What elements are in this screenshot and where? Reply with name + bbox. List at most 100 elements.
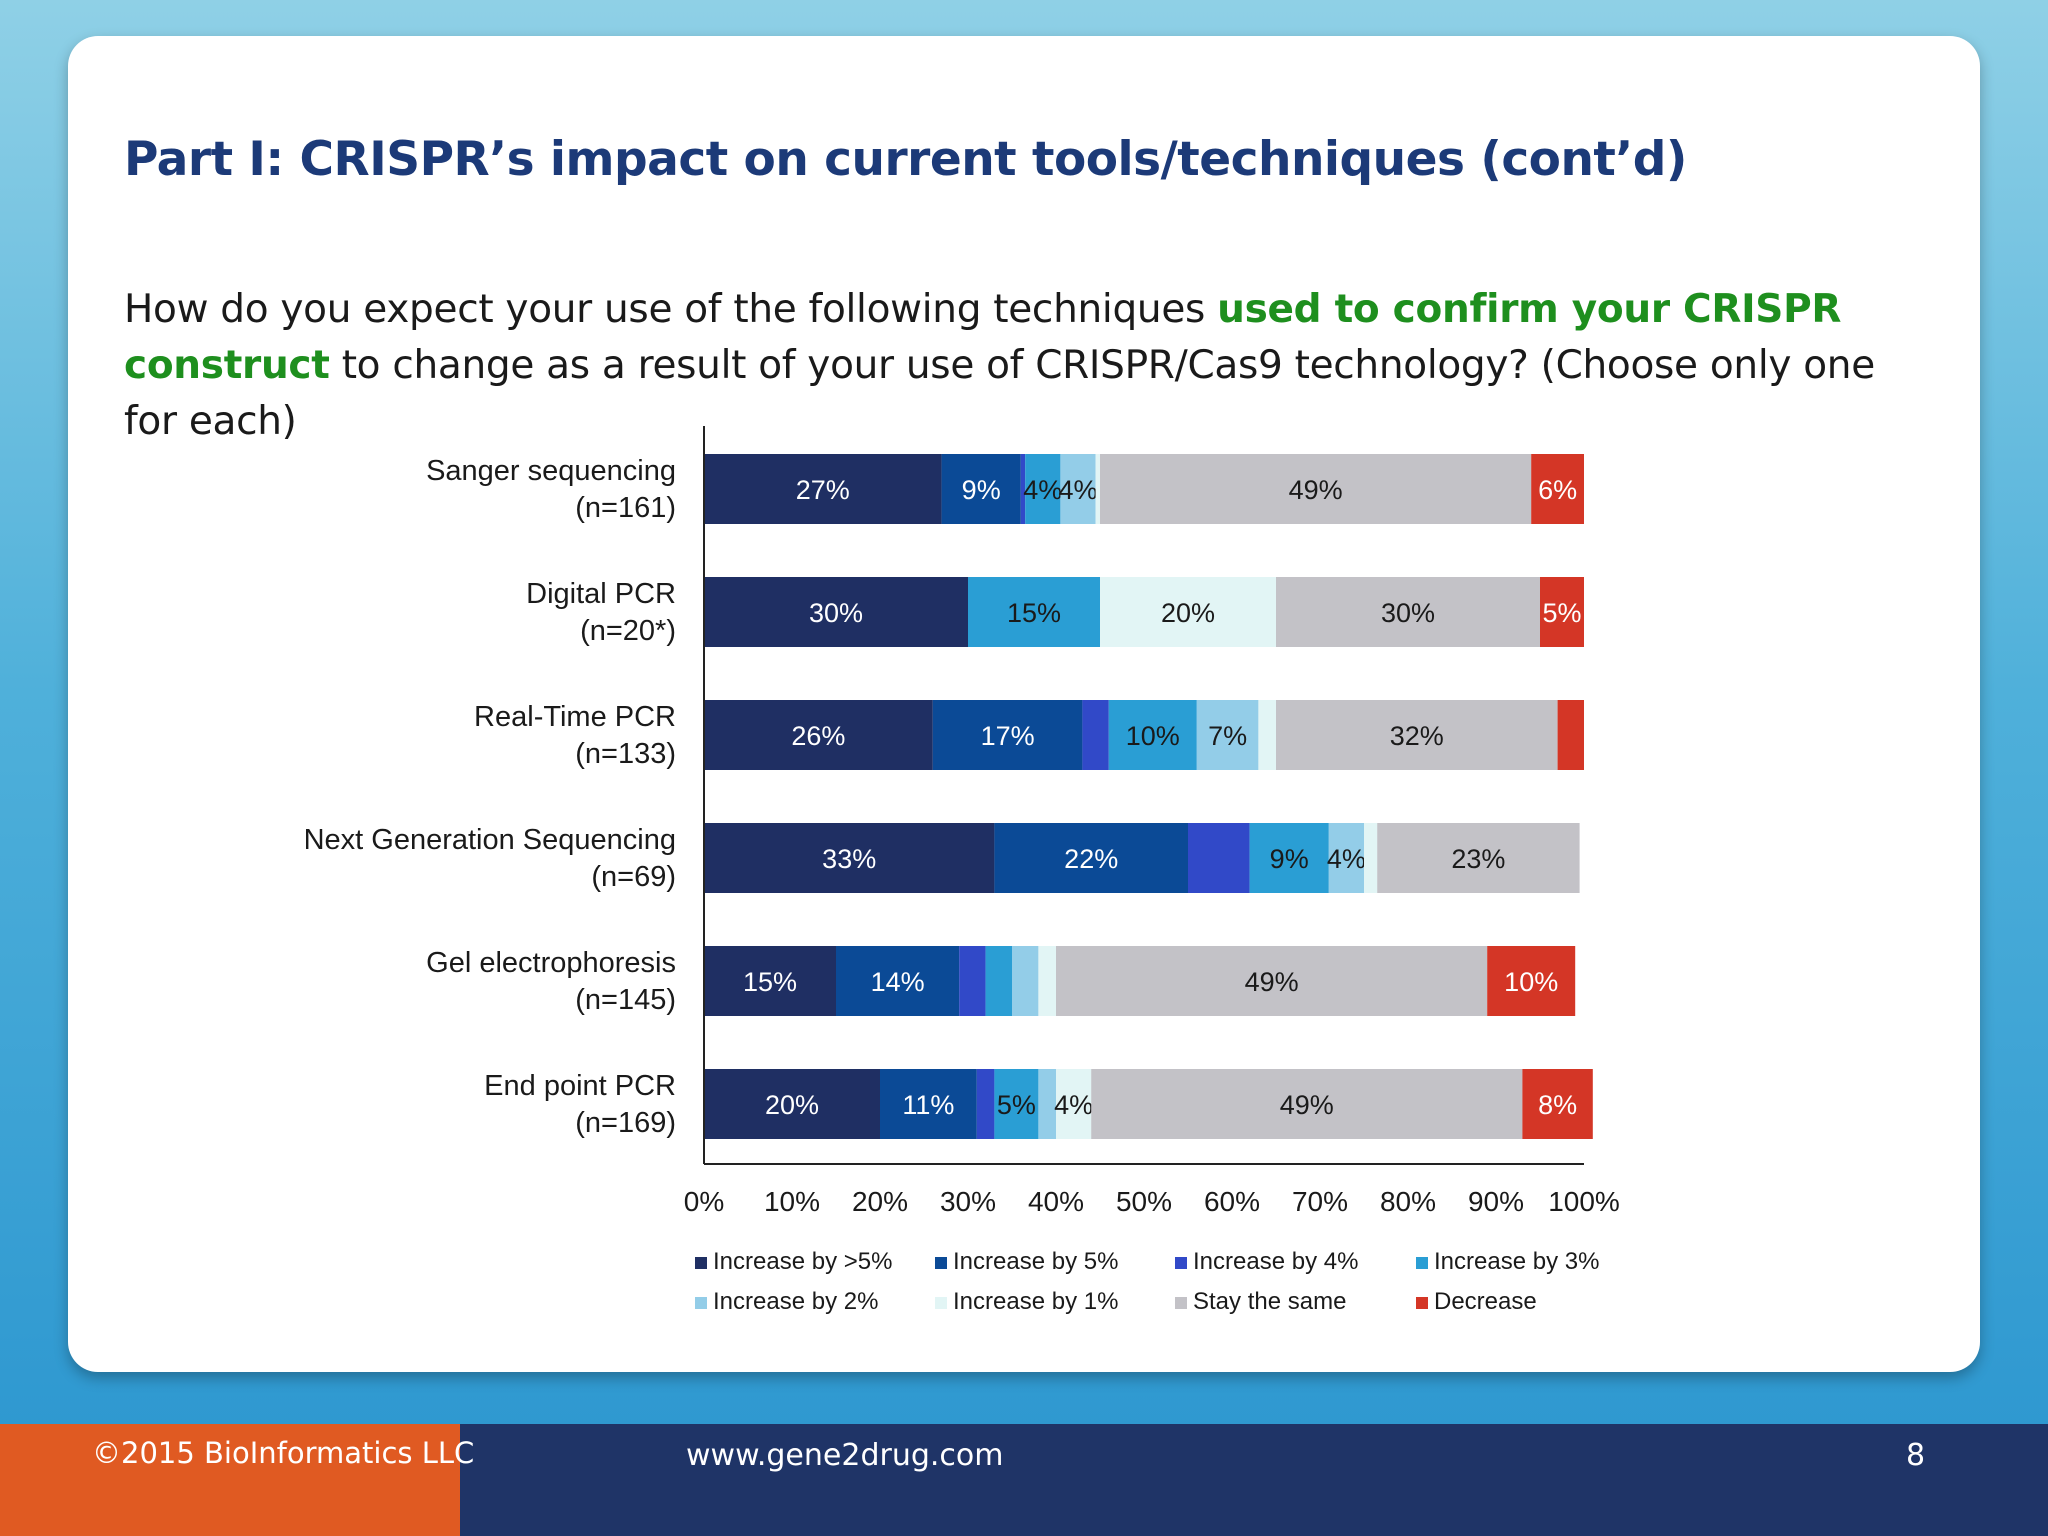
data-label-5-1: 15% — [743, 967, 797, 997]
data-label-4-7: 23% — [1451, 844, 1505, 874]
data-label-3-1: 26% — [791, 721, 845, 751]
data-label-1-4: 4% — [1023, 475, 1062, 505]
bar-segment-5-3 — [959, 946, 986, 1016]
question-text-start: How do you expect your use of the follow… — [124, 287, 1218, 332]
bar-segment-3-1 — [704, 700, 933, 770]
data-label-1-7: 49% — [1289, 475, 1343, 505]
x-tick-label-2: 10% — [764, 1186, 820, 1217]
data-label-6-1: 20% — [765, 1090, 819, 1120]
legend-swatch-2 — [935, 1257, 947, 1269]
bar-segment-3-4 — [1108, 700, 1197, 770]
bar-segment-2-6 — [1100, 577, 1276, 647]
data-label-4-4: 9% — [1270, 844, 1309, 874]
bar-segment-1-8 — [1531, 454, 1584, 524]
legend-label-2: Increase by 5% — [953, 1248, 1118, 1275]
bar-segment-4-3 — [1188, 823, 1250, 893]
category-label-3: Real-Time PCR — [474, 701, 676, 733]
data-label-3-4: 10% — [1126, 721, 1180, 751]
data-label-6-7: 49% — [1280, 1090, 1334, 1120]
category-sample-size-1: (n=161) — [575, 492, 676, 524]
bar-segment-6-2 — [880, 1069, 977, 1139]
data-label-1-8: 6% — [1538, 475, 1577, 505]
bar-segment-6-8 — [1522, 1069, 1593, 1139]
x-tick-label-1: 0% — [684, 1186, 724, 1217]
legend-label-8: Decrease — [1434, 1288, 1537, 1315]
x-tick-label-5: 40% — [1028, 1186, 1084, 1217]
bar-segment-2-4 — [968, 577, 1100, 647]
page-number: 8 — [1906, 1438, 1926, 1473]
x-tick-label-7: 60% — [1204, 1186, 1260, 1217]
data-label-2-4: 15% — [1007, 598, 1061, 628]
category-sample-size-6: (n=169) — [575, 1107, 676, 1139]
bar-segment-5-7 — [1056, 946, 1488, 1016]
footer-website-link[interactable]: www.gene2drug.com — [686, 1438, 1004, 1473]
bar-segment-2-8 — [1540, 577, 1584, 647]
bar-segment-1-5 — [1060, 454, 1096, 524]
bar-segment-1-6 — [1095, 454, 1100, 524]
bar-segment-3-2 — [932, 700, 1083, 770]
category-sample-size-4: (n=69) — [591, 861, 676, 893]
legend-swatch-5 — [695, 1297, 707, 1309]
bar-segment-5-5 — [1012, 946, 1039, 1016]
bar-segment-4-5 — [1328, 823, 1364, 893]
x-tick-label-10: 90% — [1468, 1186, 1524, 1217]
footer-left-band — [0, 1424, 460, 1536]
legend-label-6: Increase by 1% — [953, 1288, 1118, 1315]
data-label-6-2: 11% — [902, 1090, 954, 1120]
bar-segment-3-8 — [1557, 700, 1584, 770]
category-sample-size-5: (n=145) — [575, 984, 676, 1016]
bar-segment-6-3 — [976, 1069, 995, 1139]
legend-label-7: Stay the same — [1193, 1288, 1346, 1315]
category-sample-size-3: (n=133) — [575, 738, 676, 770]
stacked-bar-chart: 27% 9% 4%4% 49% 6%Sanger sequencing(n=161)30… — [304, 426, 1620, 1315]
data-label-6-6: 4% — [1054, 1090, 1093, 1120]
bar-segment-5-2 — [836, 946, 960, 1016]
data-label-6-8: 8% — [1538, 1090, 1577, 1120]
data-label-3-7: 32% — [1390, 721, 1444, 751]
question-highlight: used to confirm your CRISPR construct — [124, 287, 1842, 388]
legend-swatch-8 — [1416, 1297, 1428, 1309]
x-tick-label-6: 50% — [1116, 1186, 1172, 1217]
legend-swatch-6 — [935, 1297, 947, 1309]
question-text-end: to change as a result of your use of CRI… — [124, 343, 1875, 444]
category-sample-size-2: (n=20*) — [580, 615, 676, 647]
legend-label-5: Increase by 2% — [713, 1288, 878, 1315]
data-label-1-1: 27% — [796, 475, 850, 505]
bar-segment-4-7 — [1377, 823, 1580, 893]
legend-label-1: Increase by >5% — [713, 1248, 892, 1275]
bar-segment-6-5 — [1038, 1069, 1056, 1139]
data-label-2-6: 20% — [1161, 598, 1215, 628]
bar-segment-6-1 — [704, 1069, 880, 1139]
slide-title: Part I: CRISPR’s impact on current tools… — [124, 132, 1687, 187]
data-label-1-5: 4% — [1058, 475, 1097, 505]
bar-segment-5-6 — [1038, 946, 1056, 1016]
bar-segment-6-7 — [1091, 1069, 1523, 1139]
data-label-3-2: 17% — [981, 721, 1035, 751]
legend-swatch-3 — [1175, 1257, 1187, 1269]
bar-segment-5-1 — [704, 946, 836, 1016]
category-label-5: Gel electrophoresis — [426, 947, 676, 979]
bar-segment-2-1 — [704, 577, 968, 647]
data-label-2-8: 5% — [1542, 598, 1581, 628]
bar-segment-1-3 — [1020, 454, 1026, 524]
data-label-1-2: 9% — [962, 475, 1001, 505]
x-tick-label-9: 80% — [1380, 1186, 1436, 1217]
data-label-2-1: 30% — [809, 598, 863, 628]
footer-copyright: ©2015 BioInformatics LLC — [92, 1436, 475, 1470]
survey-question: How do you expect your use of the follow… — [124, 282, 1924, 450]
category-label-6: End point PCR — [484, 1070, 676, 1102]
x-tick-label-3: 20% — [852, 1186, 908, 1217]
x-tick-label-11: 100% — [1548, 1186, 1620, 1217]
bar-segment-4-6 — [1364, 823, 1378, 893]
data-label-4-1: 33% — [822, 844, 876, 874]
x-tick-label-4: 30% — [940, 1186, 996, 1217]
bar-segment-3-7 — [1276, 700, 1558, 770]
bar-segment-2-7 — [1276, 577, 1540, 647]
bar-segment-1-1 — [704, 454, 942, 524]
bar-segment-3-6 — [1258, 700, 1276, 770]
bar-segment-5-4 — [985, 946, 1012, 1016]
bar-segment-1-7 — [1100, 454, 1532, 524]
data-label-5-7: 49% — [1245, 967, 1299, 997]
bar-segment-1-2 — [941, 454, 1021, 524]
legend-swatch-7 — [1175, 1297, 1187, 1309]
